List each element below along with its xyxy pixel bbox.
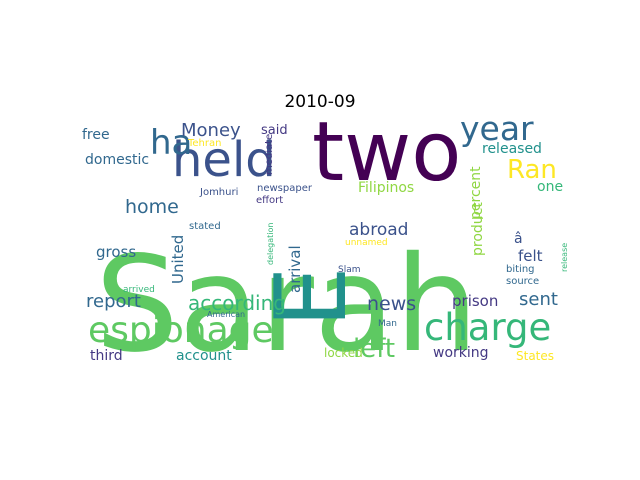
word-42: delegation xyxy=(266,223,275,265)
word-10: according xyxy=(188,291,286,315)
word-39: stated xyxy=(189,221,221,232)
word-3: held xyxy=(172,132,276,188)
word-24: gross xyxy=(96,243,136,261)
word-35: locked xyxy=(324,346,363,360)
word-37: newspaper xyxy=(257,183,313,194)
word-38: effort xyxy=(256,195,283,206)
word-34: States xyxy=(516,349,554,363)
word-2: E xyxy=(255,266,369,328)
word-19: released xyxy=(482,141,542,157)
word-23: one xyxy=(537,179,563,195)
word-1: two xyxy=(312,114,461,200)
word-44: Slam xyxy=(338,265,361,275)
plot-title: 2010-09 xyxy=(284,92,356,112)
word-0: Sarah xyxy=(95,228,479,364)
word-12: news xyxy=(367,293,416,315)
word-49: American xyxy=(207,310,245,319)
word-41: mediate xyxy=(264,134,275,175)
word-25: felt xyxy=(518,247,543,265)
word-20: domestic xyxy=(85,152,149,168)
word-15: sent xyxy=(519,289,558,310)
word-11: Money xyxy=(181,120,241,141)
word-47: release xyxy=(560,243,569,272)
word-14: home xyxy=(125,196,179,218)
word-30: United xyxy=(169,235,187,284)
word-27: working xyxy=(433,345,489,361)
word-9: Ran xyxy=(507,155,557,185)
word-40: Tehran xyxy=(187,138,221,149)
word-31: product xyxy=(470,202,486,256)
word-8: left xyxy=(353,334,395,364)
word-18: prison xyxy=(452,292,498,310)
word-29: account xyxy=(176,348,232,364)
word-16: abroad xyxy=(349,220,408,240)
word-33: â xyxy=(514,231,523,247)
word-43: unnamed xyxy=(345,238,388,248)
word-4: espionage xyxy=(88,310,274,351)
word-22: said xyxy=(261,123,288,138)
word-5: charge xyxy=(424,306,551,349)
word-21: free xyxy=(82,127,110,143)
word-13: report xyxy=(86,291,141,312)
word-6: year xyxy=(460,114,534,148)
word-36: Jomhuri xyxy=(199,187,238,198)
word-45: biting xyxy=(506,264,535,275)
word-50: Man xyxy=(378,319,397,329)
word-48: arrived xyxy=(123,285,155,295)
word-32: percent xyxy=(468,166,484,220)
word-17: Filipinos xyxy=(358,180,414,196)
word-26: arrival xyxy=(286,245,304,293)
word-46: source xyxy=(506,276,539,287)
word-7: ha xyxy=(150,123,192,163)
word-28: third xyxy=(90,348,123,364)
